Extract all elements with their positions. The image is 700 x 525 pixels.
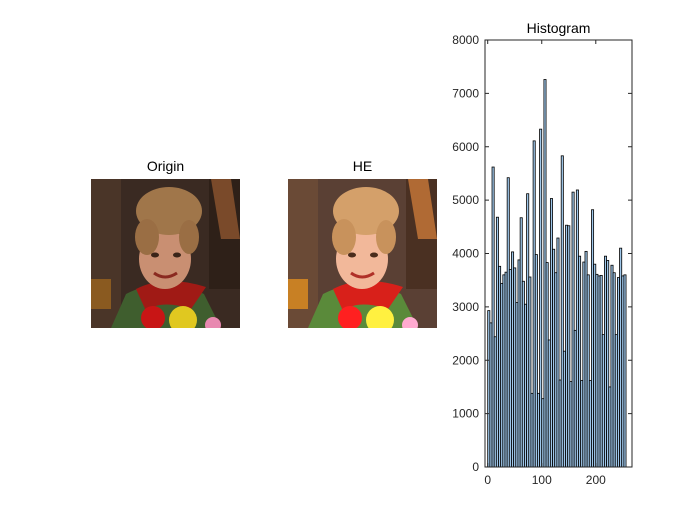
origin-image [91,179,240,328]
histogram-bar [623,274,627,468]
histogram-title: Histogram [527,20,591,36]
y-tick-label: 2000 [452,353,479,367]
he-photo-icon [288,179,437,328]
y-tick-label: 6000 [452,140,479,154]
y-tick-label: 8000 [452,33,479,47]
y-tick-label: 1000 [452,407,479,421]
histogram-ticks: 0 1000 2000 3000 4000 5000 6000 7000 8000 0 100 200 [452,33,632,487]
y-tick-label: 4000 [452,247,479,261]
he-title: HE [352,158,373,174]
x-tick-label: 0 [484,473,491,487]
y-tick-label: 3000 [452,300,479,314]
origin-title: Origin [146,158,185,174]
y-tick-label: 0 [472,460,479,474]
x-tick-label: 200 [586,473,606,487]
he-image [288,179,437,328]
y-tick-label: 5000 [452,193,479,207]
x-tick-label: 100 [532,473,552,487]
origin-photo-icon [91,179,240,328]
y-tick-label: 7000 [452,86,479,100]
histogram-bars [487,79,627,468]
